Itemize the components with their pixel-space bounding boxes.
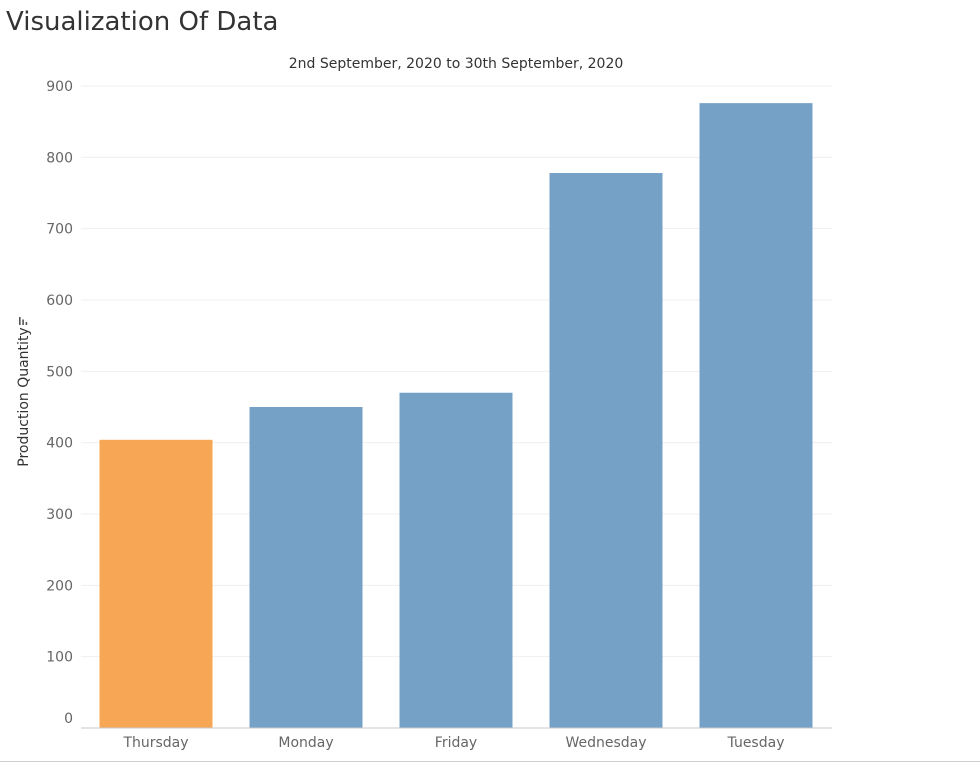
chart-subtitle: 2nd September, 2020 to 30th September, 2… — [289, 56, 624, 72]
x-tick-label: Friday — [435, 735, 477, 751]
bottom-divider — [0, 761, 980, 762]
bar-thursday[interactable] — [99, 439, 213, 728]
bar-tuesday[interactable] — [699, 103, 813, 729]
y-tick-label: 200 — [46, 578, 73, 594]
bar-monday[interactable] — [249, 407, 363, 728]
y-tick-label: 500 — [46, 364, 73, 380]
y-tick-label: 0 — [64, 711, 73, 727]
page-title: Visualization Of Data — [6, 7, 279, 37]
x-tick-label: Tuesday — [727, 735, 785, 751]
y-tick-label: 100 — [46, 650, 73, 666]
x-axis-ticks: Thursday Monday Friday Wednesday Tuesday — [122, 735, 784, 751]
y-tick-label: 600 — [46, 293, 73, 309]
bar-wednesday[interactable] — [549, 173, 663, 728]
bars — [99, 103, 813, 729]
sort-descending-icon[interactable] — [19, 317, 28, 325]
y-axis-title: Production Quantity — [16, 317, 32, 467]
y-tick-label: 400 — [46, 436, 73, 452]
y-tick-label: 800 — [46, 150, 73, 166]
x-tick-label: Wednesday — [565, 735, 646, 751]
bar-friday[interactable] — [399, 392, 513, 728]
y-axis-title-text: Production Quantity — [16, 327, 32, 466]
y-tick-label: 700 — [46, 222, 73, 238]
x-tick-label: Thursday — [122, 735, 188, 751]
y-tick-label: 300 — [46, 507, 73, 523]
x-tick-label: Monday — [278, 735, 333, 751]
y-tick-label: 900 — [46, 79, 73, 95]
y-axis-ticks: 0 100 200 300 400 500 600 700 800 900 — [46, 79, 73, 727]
